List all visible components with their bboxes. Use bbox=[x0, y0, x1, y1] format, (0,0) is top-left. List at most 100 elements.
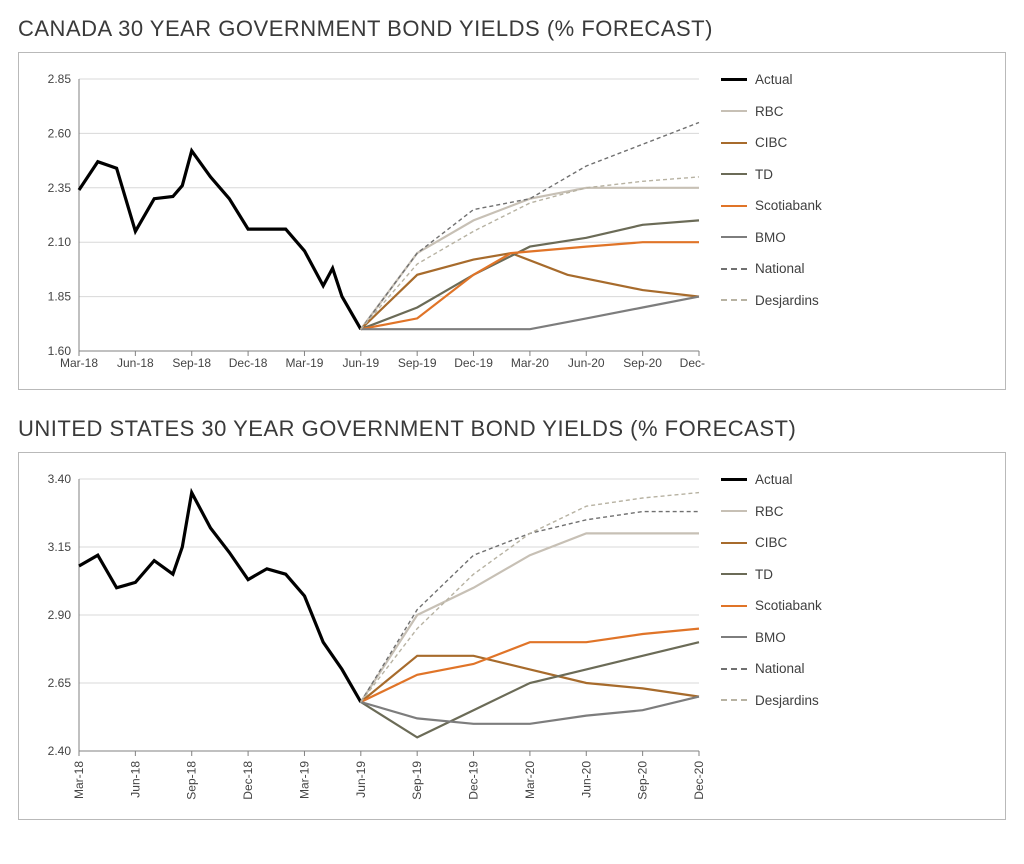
legend: Actual RBC CIBC TD Scotiabank BMO National Desj… bbox=[721, 73, 822, 325]
legend-swatch bbox=[721, 236, 747, 238]
chart-frame: 2.40 2.65 2.90 3.15 3.40 Mar-18 Jun-18 Sep-18 De… bbox=[18, 452, 1006, 820]
legend-swatch bbox=[721, 605, 747, 607]
legend-item: National bbox=[721, 262, 822, 276]
series-line: TD bbox=[361, 220, 699, 329]
y-tick-label: 2.60 bbox=[48, 126, 72, 140]
chart-title: UNITED STATES 30 YEAR GOVERNMENT BOND YI… bbox=[18, 416, 1006, 442]
x-tick-label: Mar-19 bbox=[285, 356, 323, 370]
legend-label: Desjardins bbox=[755, 294, 819, 308]
legend-swatch bbox=[721, 268, 747, 270]
x-tick-label: Mar-19 bbox=[297, 761, 311, 799]
x-tick-label: Jun-18 bbox=[117, 356, 154, 370]
x-tick-label: Dec-18 bbox=[229, 356, 268, 370]
series-line: Actual bbox=[79, 493, 361, 702]
x-tick-label: Dec-20 bbox=[692, 761, 705, 800]
legend-label: BMO bbox=[755, 231, 786, 245]
legend-item: National bbox=[721, 662, 822, 676]
y-tick-label: 2.40 bbox=[48, 744, 72, 758]
legend-item: Desjardins bbox=[721, 294, 822, 308]
legend-label: Actual bbox=[755, 473, 793, 487]
x-tick-label: Sep-20 bbox=[636, 761, 650, 800]
y-tick-label: 3.15 bbox=[48, 540, 72, 554]
x-tick-label: Jun-18 bbox=[128, 761, 142, 798]
x-tick-label: Jun-19 bbox=[342, 356, 379, 370]
legend-swatch bbox=[721, 573, 747, 575]
y-tick-label: 3.40 bbox=[48, 473, 72, 486]
legend-label: National bbox=[755, 262, 805, 276]
legend-swatch bbox=[721, 110, 747, 112]
legend: Actual RBC CIBC TD Scotiabank BMO National Desj… bbox=[721, 473, 822, 725]
legend-item: CIBC bbox=[721, 136, 822, 150]
x-tick-label: Jun-20 bbox=[568, 356, 605, 370]
legend-label: CIBC bbox=[755, 536, 787, 550]
plot-area: 2.40 2.65 2.90 3.15 3.40 Mar-18 Jun-18 Sep-18 De… bbox=[37, 473, 705, 805]
y-tick-label: 2.85 bbox=[48, 73, 72, 86]
x-tick-label: Dec-20 bbox=[680, 356, 705, 370]
legend-swatch bbox=[721, 668, 747, 670]
series-line: National bbox=[361, 123, 699, 330]
x-tick-label: Mar-18 bbox=[72, 761, 86, 799]
legend-label: TD bbox=[755, 568, 773, 582]
legend-label: TD bbox=[755, 168, 773, 182]
legend-swatch bbox=[721, 699, 747, 701]
series-line: CIBC bbox=[361, 253, 699, 329]
x-tick-label: Jun-19 bbox=[354, 761, 368, 798]
y-tick-label: 2.10 bbox=[48, 235, 72, 249]
y-tick-label: 2.35 bbox=[48, 181, 72, 195]
legend-item: Desjardins bbox=[721, 694, 822, 708]
legend-item: RBC bbox=[721, 105, 822, 119]
legend-item: TD bbox=[721, 168, 822, 182]
series-line: National bbox=[361, 512, 699, 702]
series-line: Scotiabank bbox=[361, 629, 699, 702]
legend-swatch bbox=[721, 510, 747, 512]
chart-title: CANADA 30 YEAR GOVERNMENT BOND YIELDS (%… bbox=[18, 16, 1006, 42]
legend-label: BMO bbox=[755, 631, 786, 645]
y-tick-label: 2.65 bbox=[48, 676, 72, 690]
legend-item: Scotiabank bbox=[721, 199, 822, 213]
legend-swatch bbox=[721, 636, 747, 638]
series-line: Desjardins bbox=[361, 493, 699, 702]
x-tick-label: Mar-20 bbox=[511, 356, 549, 370]
legend-item: BMO bbox=[721, 231, 822, 245]
legend-swatch bbox=[721, 205, 747, 207]
chart-frame: 1.601.852.102.352.602.85Mar-18Jun-18Sep-… bbox=[18, 52, 1006, 390]
series-line: Actual bbox=[79, 151, 361, 329]
legend-swatch bbox=[721, 78, 747, 81]
x-tick-label: Mar-18 bbox=[60, 356, 98, 370]
legend-swatch bbox=[721, 478, 747, 481]
legend-swatch bbox=[721, 142, 747, 144]
x-tick-label: Sep-19 bbox=[398, 356, 437, 370]
series-line: BMO bbox=[361, 697, 699, 724]
series-line: BMO bbox=[361, 297, 699, 330]
legend-item: Actual bbox=[721, 73, 822, 87]
x-tick-label: Sep-20 bbox=[623, 356, 662, 370]
legend-swatch bbox=[721, 299, 747, 301]
x-tick-label: Jun-20 bbox=[579, 761, 593, 798]
legend-swatch bbox=[721, 173, 747, 175]
legend-label: RBC bbox=[755, 505, 784, 519]
y-tick-label: 2.90 bbox=[48, 608, 72, 622]
series-line: RBC bbox=[361, 188, 699, 329]
legend-item: BMO bbox=[721, 631, 822, 645]
legend-label: RBC bbox=[755, 105, 784, 119]
plot-area: 1.601.852.102.352.602.85Mar-18Jun-18Sep-… bbox=[37, 73, 705, 375]
x-tick-label: Dec-18 bbox=[241, 761, 255, 800]
series-line: Scotiabank bbox=[361, 242, 699, 329]
legend-label: Desjardins bbox=[755, 694, 819, 708]
legend-item: RBC bbox=[721, 505, 822, 519]
legend-item: CIBC bbox=[721, 536, 822, 550]
legend-label: National bbox=[755, 662, 805, 676]
legend-label: Scotiabank bbox=[755, 199, 822, 213]
x-tick-label: Dec-19 bbox=[454, 356, 493, 370]
legend-item: TD bbox=[721, 568, 822, 582]
x-tick-label: Sep-18 bbox=[185, 761, 199, 800]
y-tick-label: 1.85 bbox=[48, 290, 72, 304]
legend-label: CIBC bbox=[755, 136, 787, 150]
series-line: CIBC bbox=[361, 656, 699, 702]
x-tick-label: Dec-19 bbox=[467, 761, 481, 800]
x-tick-label: Mar-20 bbox=[523, 761, 537, 799]
x-tick-label: Sep-18 bbox=[172, 356, 211, 370]
legend-label: Actual bbox=[755, 73, 793, 87]
x-tick-label: Sep-19 bbox=[410, 761, 424, 800]
legend-item: Scotiabank bbox=[721, 599, 822, 613]
